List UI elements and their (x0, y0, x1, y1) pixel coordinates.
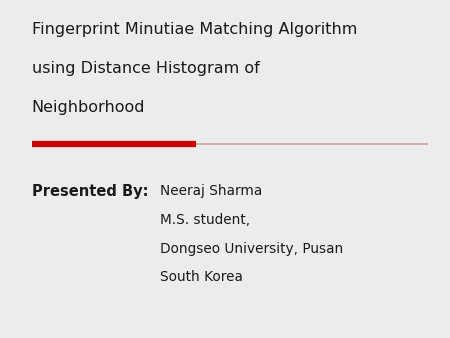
Text: Neighborhood: Neighborhood (32, 100, 145, 115)
Text: M.S. student,: M.S. student, (160, 213, 250, 227)
Text: South Korea: South Korea (160, 270, 243, 284)
Text: Dongseo University, Pusan: Dongseo University, Pusan (160, 242, 343, 256)
Text: Presented By:: Presented By: (32, 184, 148, 199)
Text: Neeraj Sharma: Neeraj Sharma (160, 184, 262, 198)
Text: using Distance Histogram of: using Distance Histogram of (32, 61, 259, 76)
Text: Fingerprint Minutiae Matching Algorithm: Fingerprint Minutiae Matching Algorithm (32, 22, 357, 37)
